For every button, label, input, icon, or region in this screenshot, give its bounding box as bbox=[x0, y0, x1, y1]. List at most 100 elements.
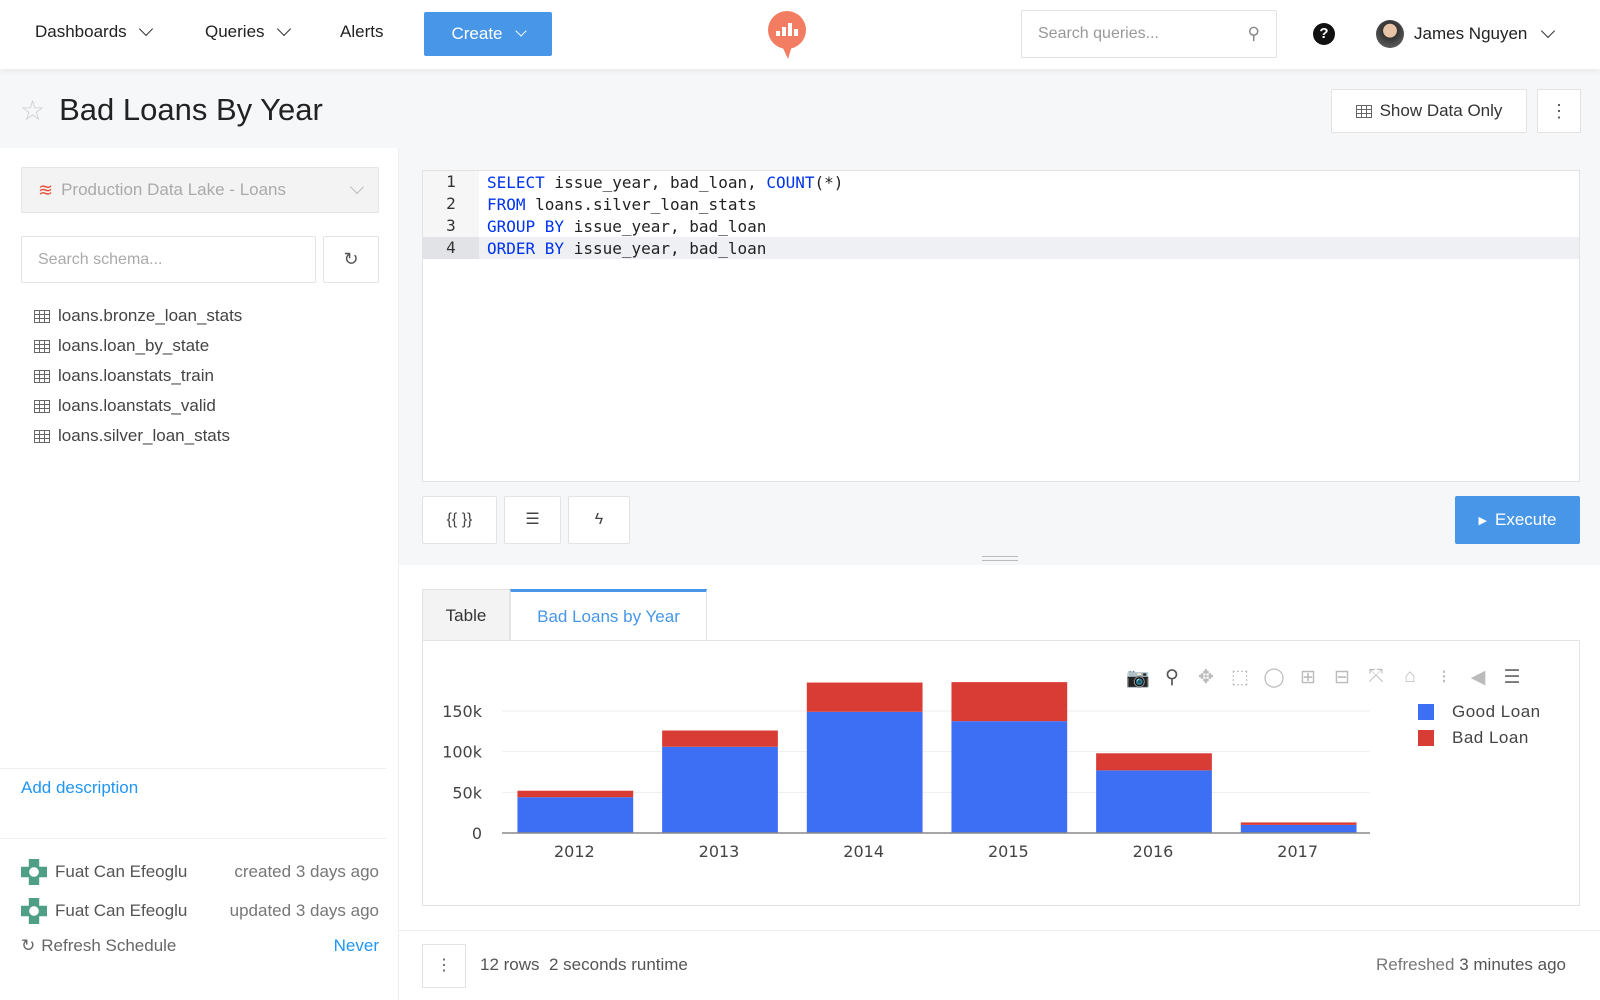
nav-dashboards-label: Dashboards bbox=[35, 22, 127, 41]
table-name: loans.loanstats_train bbox=[58, 366, 214, 385]
code-line[interactable]: 3 GROUP BY issue_year, bad_loan bbox=[423, 215, 1579, 237]
list-item[interactable]: loans.silver_loan_stats bbox=[34, 421, 242, 451]
avatar bbox=[1376, 20, 1404, 48]
create-button[interactable]: Create bbox=[424, 12, 552, 56]
created-time: created 3 days ago bbox=[234, 862, 379, 881]
box-select-icon[interactable]: ⬚ bbox=[1231, 667, 1249, 688]
hover-closest-icon[interactable]: ◀ bbox=[1470, 667, 1486, 688]
bar-bad-loan-2013[interactable] bbox=[662, 730, 778, 747]
y-tick-label: 150k bbox=[442, 702, 483, 721]
autocomplete-toggle[interactable]: ϟ bbox=[568, 496, 630, 544]
bar-bad-loan-2017[interactable] bbox=[1240, 822, 1357, 825]
zoom-icon[interactable]: ⚲ bbox=[1165, 667, 1179, 688]
table-icon bbox=[34, 399, 50, 413]
legend-item-bad-loan[interactable]: Bad Loan bbox=[1418, 725, 1541, 751]
x-tick-label: 2015 bbox=[988, 842, 1029, 861]
list-item[interactable]: loans.loan_by_state bbox=[34, 331, 242, 361]
user-avatar-icon bbox=[21, 898, 47, 924]
datasource-label: Production Data Lake - Loans bbox=[61, 180, 287, 199]
table-name: loans.bronze_loan_stats bbox=[58, 306, 243, 325]
bar-good-loan-2013[interactable] bbox=[662, 746, 778, 833]
list-item[interactable]: loans.loanstats_train bbox=[34, 361, 242, 391]
user-menu[interactable]: James Nguyen bbox=[1376, 20, 1556, 48]
star-icon[interactable]: ☆ bbox=[20, 94, 46, 126]
nav-dashboards[interactable]: Dashboards bbox=[35, 21, 153, 42]
datasource-select[interactable]: ≋ Production Data Lake - Loans bbox=[21, 167, 379, 213]
bar-good-loan-2016[interactable] bbox=[1096, 770, 1212, 833]
format-query-button[interactable]: ☰ bbox=[504, 496, 561, 544]
code-text: FROM loans.silver_loan_stats bbox=[487, 194, 757, 214]
search-queries-input[interactable]: Search queries... ⚲ bbox=[1021, 10, 1277, 58]
autoscale-icon[interactable]: ⤧ bbox=[1368, 666, 1384, 687]
page-title[interactable]: Bad Loans By Year bbox=[59, 92, 323, 127]
refresh-schedule: ↻ Refresh Schedule Never bbox=[21, 936, 379, 956]
nav-alerts[interactable]: Alerts bbox=[340, 22, 384, 41]
bar-bad-loan-2014[interactable] bbox=[806, 682, 923, 712]
line-number: 4 bbox=[423, 237, 479, 259]
x-tick-label: 2017 bbox=[1277, 842, 1318, 861]
search-schema-input[interactable]: Search schema... bbox=[21, 236, 316, 283]
table-icon bbox=[34, 339, 50, 353]
line-number: 1 bbox=[423, 171, 479, 193]
camera-icon[interactable]: 📷 bbox=[1126, 668, 1150, 689]
more-options-button[interactable]: ⋮ bbox=[1537, 89, 1581, 133]
hover-compare-icon[interactable]: ☰ bbox=[1503, 667, 1521, 688]
pan-icon[interactable]: ✥ bbox=[1198, 667, 1214, 688]
y-tick-label: 50k bbox=[452, 783, 482, 802]
chevron-down-icon bbox=[1541, 23, 1556, 39]
nav-queries[interactable]: Queries bbox=[205, 21, 291, 42]
code-line[interactable]: 2 FROM loans.silver_loan_stats bbox=[423, 193, 1579, 215]
refresh-schema-button[interactable]: ↻ bbox=[323, 236, 379, 283]
y-tick-label: 0 bbox=[472, 824, 482, 843]
bar-good-loan-2014[interactable] bbox=[806, 711, 923, 833]
tab-bad-loans-by-year[interactable]: Bad Loans by Year bbox=[510, 589, 707, 641]
redash-logo[interactable] bbox=[766, 10, 808, 60]
page-header: ☆ Bad Loans By Year bbox=[20, 92, 323, 128]
bar-bad-loan-2012[interactable] bbox=[517, 790, 634, 798]
table-icon bbox=[34, 429, 50, 443]
execute-button[interactable]: ▶ Execute bbox=[1455, 496, 1580, 544]
resize-handle[interactable] bbox=[982, 556, 1018, 561]
code-text: ORDER BY issue_year, bad_loan bbox=[487, 238, 767, 258]
bar-bad-loan-2016[interactable] bbox=[1096, 753, 1212, 771]
spike-lines-icon[interactable]: ⁝ bbox=[1440, 667, 1448, 688]
results-footer bbox=[399, 930, 1600, 1000]
legend-item-good-loan[interactable]: Good Loan bbox=[1418, 699, 1541, 725]
tab-table[interactable]: Table bbox=[422, 589, 510, 641]
home-icon[interactable]: ⌂ bbox=[1404, 666, 1416, 687]
lasso-icon[interactable]: ◯ bbox=[1263, 667, 1285, 688]
chevron-down-icon bbox=[349, 179, 365, 195]
lightning-icon: ϟ bbox=[594, 511, 604, 528]
code-line[interactable]: 1 SELECT issue_year, bad_loan, COUNT(*) bbox=[423, 171, 1579, 193]
bar-chart[interactable]: 0 50k 100k 150k 2012 2013 2014 2015 2016 2017 bbox=[430, 650, 1410, 890]
parameters-button[interactable]: {{ }} bbox=[422, 496, 497, 544]
top-navbar: Dashboards Queries Alerts Create Search … bbox=[0, 0, 1600, 69]
bar-good-loan-2012[interactable] bbox=[517, 797, 634, 833]
sql-editor[interactable]: 1 SELECT issue_year, bad_loan, COUNT(*) 2 F… bbox=[422, 170, 1580, 482]
refresh-schedule-value[interactable]: Never bbox=[333, 936, 379, 955]
bar-good-loan-2017[interactable] bbox=[1240, 824, 1357, 833]
help-icon[interactable]: ? bbox=[1313, 23, 1335, 45]
refresh-icon: ↻ bbox=[343, 249, 359, 269]
table-icon bbox=[34, 369, 50, 383]
table-list: loans.bronze_loan_stats loans.loan_by_st… bbox=[34, 301, 242, 451]
chevron-down-icon bbox=[138, 21, 153, 37]
nav-queries-label: Queries bbox=[205, 22, 265, 41]
play-icon: ▶ bbox=[1478, 514, 1488, 527]
user-avatar-icon bbox=[21, 859, 47, 885]
table-icon bbox=[34, 309, 50, 323]
show-data-only-button[interactable]: Show Data Only bbox=[1331, 89, 1527, 133]
zoom-in-icon[interactable]: ⊞ bbox=[1300, 667, 1316, 688]
code-line[interactable]: 4 ORDER BY issue_year, bad_loan bbox=[423, 237, 1579, 259]
chevron-down-icon bbox=[514, 25, 527, 37]
bar-bad-loan-2015[interactable] bbox=[951, 682, 1068, 722]
footer-menu-button[interactable]: ⋮ bbox=[422, 944, 466, 988]
list-item[interactable]: loans.loanstats_valid bbox=[34, 391, 242, 421]
zoom-out-icon[interactable]: ⊟ bbox=[1334, 667, 1350, 688]
bar-good-loan-2015[interactable] bbox=[951, 721, 1068, 833]
add-description-link[interactable]: Add description bbox=[21, 778, 139, 797]
refreshed-label: Refreshed bbox=[1376, 955, 1455, 974]
list-item[interactable]: loans.bronze_loan_stats bbox=[34, 301, 242, 331]
refreshed-time: 3 minutes ago bbox=[1459, 955, 1566, 974]
code-text: SELECT issue_year, bad_loan, COUNT(*) bbox=[487, 172, 844, 192]
